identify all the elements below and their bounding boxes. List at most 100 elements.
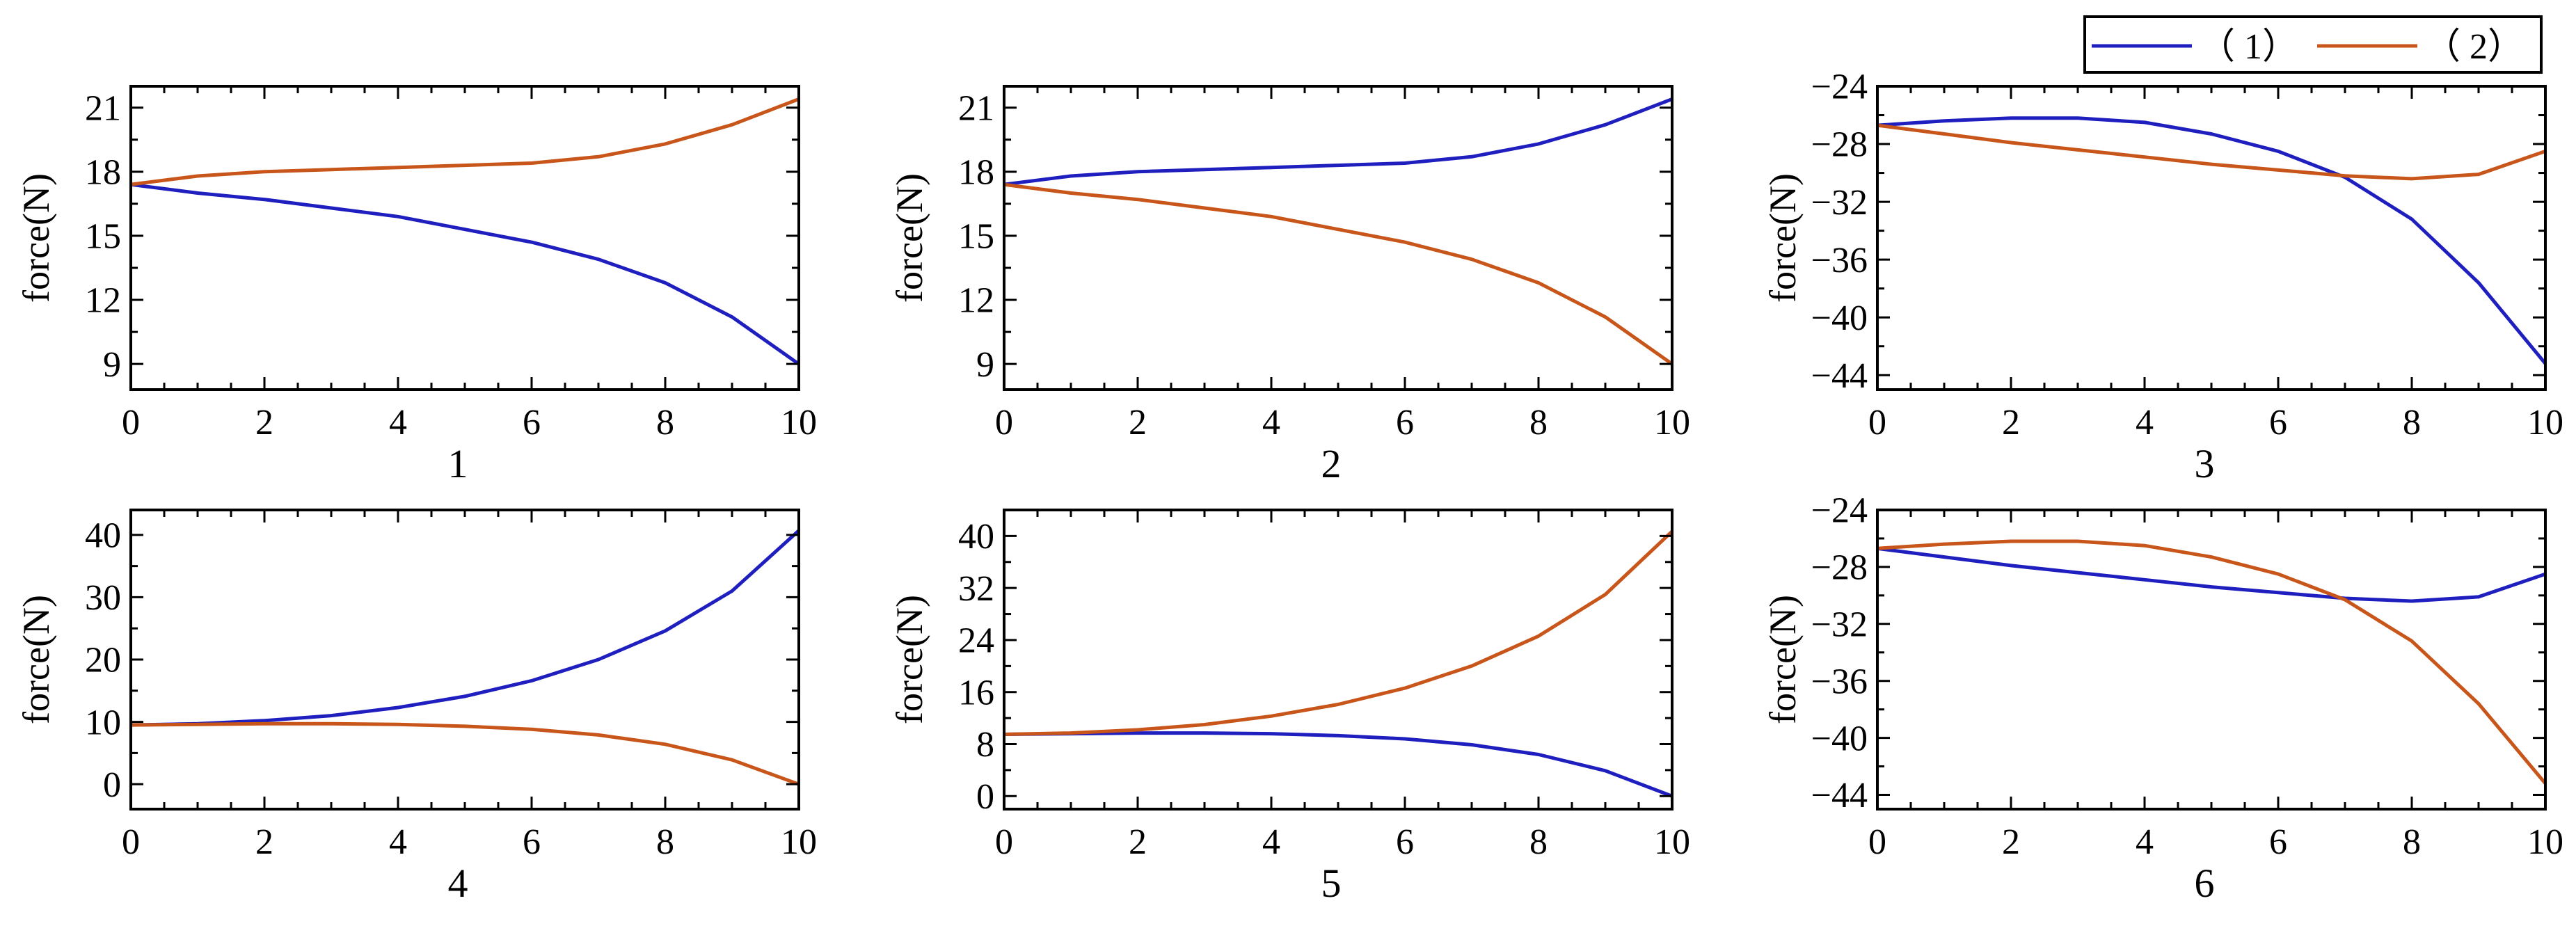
x-tick-label: 8: [656, 822, 674, 862]
series-line-1: [131, 182, 799, 366]
series-line-1: [1004, 97, 1672, 186]
x-tick-label: 6: [1396, 403, 1414, 442]
y-axis-label: force(N): [889, 173, 930, 303]
y-tick-label: 21: [958, 88, 994, 128]
series-line-2: [1877, 123, 2545, 181]
x-tick-label: 4: [1262, 822, 1280, 862]
subplot-3: 0 2 4 6 8 10 −24 −28 −32 −36 −40 −44 force(N) 3: [1762, 67, 2563, 486]
y-tick-label: −28: [1811, 548, 1868, 588]
y-tick-label: 12: [85, 281, 121, 321]
x-tick-label: 2: [255, 822, 273, 862]
y-tick-label: 16: [958, 673, 994, 712]
x-tick-label: 0: [122, 822, 140, 862]
x-tick-label: 0: [995, 403, 1013, 442]
y-tick-label: −40: [1811, 719, 1868, 758]
y-tick-label: 0: [103, 765, 121, 805]
x-tick-label: 10: [2527, 822, 2563, 862]
subplot-title: 6: [2195, 861, 2215, 906]
series-line-2: [1004, 182, 1672, 366]
y-tick-label: 18: [958, 152, 994, 192]
y-tick-label: −32: [1811, 605, 1868, 644]
x-tick-label: 4: [1262, 403, 1280, 442]
y-tick-label: −40: [1811, 298, 1868, 338]
series-line-1: [1004, 731, 1672, 798]
y-tick-label: −32: [1811, 183, 1868, 223]
series-line-1: [131, 529, 799, 727]
x-tick-label: 0: [1868, 822, 1886, 862]
x-tick-label: 2: [255, 403, 273, 442]
y-tick-label: 20: [85, 641, 121, 680]
y-axis-label: force(N): [889, 595, 930, 724]
axes-frame: [129, 85, 800, 391]
subplot-title: 2: [1321, 441, 1342, 486]
legend-label-2: （ 2）: [2424, 27, 2524, 67]
y-tick-label: 18: [85, 152, 121, 192]
x-tick-label: 0: [1868, 403, 1886, 442]
y-tick-label: 32: [958, 569, 994, 609]
series-line-2: [1004, 529, 1672, 736]
x-tick-label: 6: [2269, 403, 2287, 442]
y-tick-label: 24: [958, 621, 994, 661]
axes-frame: [129, 509, 800, 811]
subplot-title: 5: [1321, 861, 1342, 906]
subplot-title: 3: [2195, 441, 2215, 486]
series-line-1: [1877, 116, 2545, 366]
x-tick-label: 2: [1129, 822, 1147, 862]
subplot-1: 0 2 4 6 8 10 9 12 15 18 21 force(N) 1: [15, 85, 817, 486]
series-line-2: [131, 97, 799, 186]
subplot-2: 0 2 4 6 8 10 9 12 15 18 21 force(N) 2: [889, 85, 1690, 486]
y-tick-label: −44: [1811, 356, 1868, 396]
y-tick-label: 0: [976, 777, 994, 817]
y-tick-label: 8: [976, 725, 994, 765]
x-tick-label: 10: [781, 822, 817, 862]
axes-frame: [1876, 85, 2547, 391]
x-tick-label: 0: [122, 403, 140, 442]
x-tick-label: 10: [1654, 822, 1690, 862]
x-tick-label: 8: [656, 403, 674, 442]
y-tick-label: −36: [1811, 241, 1868, 280]
x-tick-label: 8: [2403, 822, 2421, 862]
series-line-1: [1877, 546, 2545, 603]
x-tick-label: 8: [1529, 403, 1548, 442]
legend: （ 1） （ 2）: [2083, 15, 2543, 74]
y-axis-label: force(N): [15, 595, 57, 724]
subplot-title: 4: [448, 861, 468, 906]
subplot-4: 0 2 4 6 8 10 0 10 20 30 40 force(N) 4: [15, 509, 817, 906]
legend-label-1: （ 1）: [2199, 27, 2298, 67]
y-axis-label: force(N): [1762, 595, 1804, 724]
series-line-2: [131, 721, 799, 786]
y-tick-label: −36: [1811, 662, 1868, 701]
subplot-6: 0 2 4 6 8 10 −24 −28 −32 −36 −40 −44 force(N) 6: [1762, 491, 2563, 906]
x-tick-label: 2: [2002, 403, 2020, 442]
y-tick-label: 10: [85, 703, 121, 742]
x-tick-label: 6: [523, 403, 541, 442]
x-tick-label: 10: [2527, 403, 2563, 442]
y-tick-label: 12: [958, 281, 994, 321]
x-tick-label: 8: [2403, 403, 2421, 442]
y-tick-label: 15: [85, 217, 121, 257]
x-tick-label: 6: [1396, 822, 1414, 862]
y-tick-label: 15: [958, 217, 994, 257]
axes-frame: [1876, 509, 2547, 811]
x-tick-label: 2: [2002, 822, 2020, 862]
x-tick-label: 8: [1529, 822, 1548, 862]
y-tick-label: −24: [1811, 491, 1868, 531]
x-tick-label: 2: [1129, 403, 1147, 442]
y-tick-label: 30: [85, 578, 121, 618]
y-tick-label: −24: [1811, 67, 1868, 107]
y-axis-label: force(N): [1762, 173, 1804, 303]
x-tick-label: 4: [2136, 403, 2154, 442]
x-tick-label: 4: [389, 822, 407, 862]
y-tick-label: 21: [85, 88, 121, 128]
x-tick-label: 4: [2136, 822, 2154, 862]
subplot-title: 1: [448, 441, 468, 486]
x-tick-label: 4: [389, 403, 407, 442]
x-tick-label: 0: [995, 822, 1013, 862]
y-tick-label: −44: [1811, 776, 1868, 815]
y-tick-label: 9: [976, 345, 994, 385]
y-tick-label: 40: [958, 517, 994, 557]
x-tick-label: 6: [2269, 822, 2287, 862]
